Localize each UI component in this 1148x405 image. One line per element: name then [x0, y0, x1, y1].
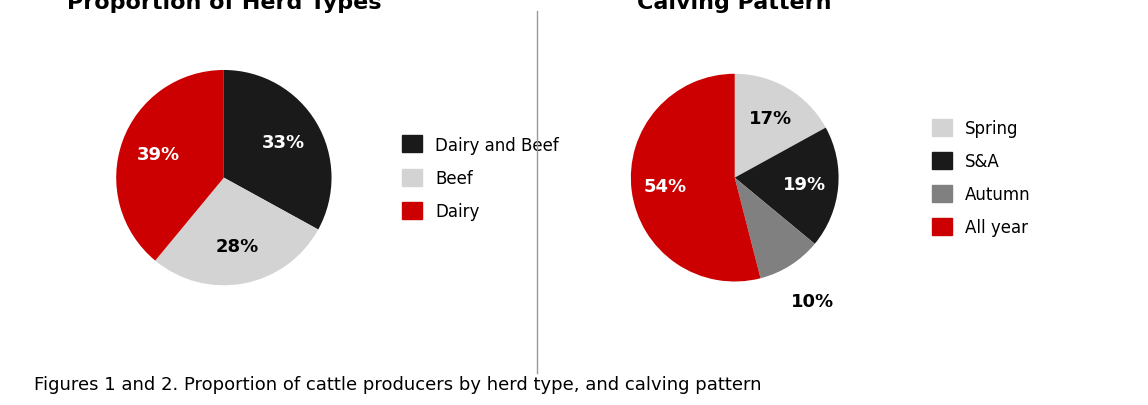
Text: 28%: 28% — [216, 237, 258, 256]
Title: Calving Pattern: Calving Pattern — [637, 0, 832, 13]
Legend: Spring, S&A, Autumn, All year: Spring, S&A, Autumn, All year — [926, 115, 1035, 242]
Wedge shape — [224, 71, 332, 230]
Wedge shape — [116, 71, 224, 261]
Wedge shape — [735, 178, 815, 279]
Wedge shape — [155, 178, 318, 286]
Text: 54%: 54% — [644, 178, 688, 196]
Wedge shape — [735, 75, 825, 178]
Wedge shape — [735, 128, 838, 244]
Text: 39%: 39% — [137, 146, 180, 164]
Text: 10%: 10% — [791, 292, 835, 310]
Text: 33%: 33% — [262, 134, 305, 152]
Title: Proportion of Herd Types: Proportion of Herd Types — [67, 0, 381, 13]
Text: 17%: 17% — [748, 109, 792, 127]
Text: Figures 1 and 2. Proportion of cattle producers by herd type, and calving patter: Figures 1 and 2. Proportion of cattle pr… — [34, 375, 762, 393]
Legend: Dairy and Beef, Beef, Dairy: Dairy and Beef, Beef, Dairy — [397, 131, 564, 225]
Text: 19%: 19% — [783, 176, 825, 194]
Wedge shape — [631, 75, 761, 282]
